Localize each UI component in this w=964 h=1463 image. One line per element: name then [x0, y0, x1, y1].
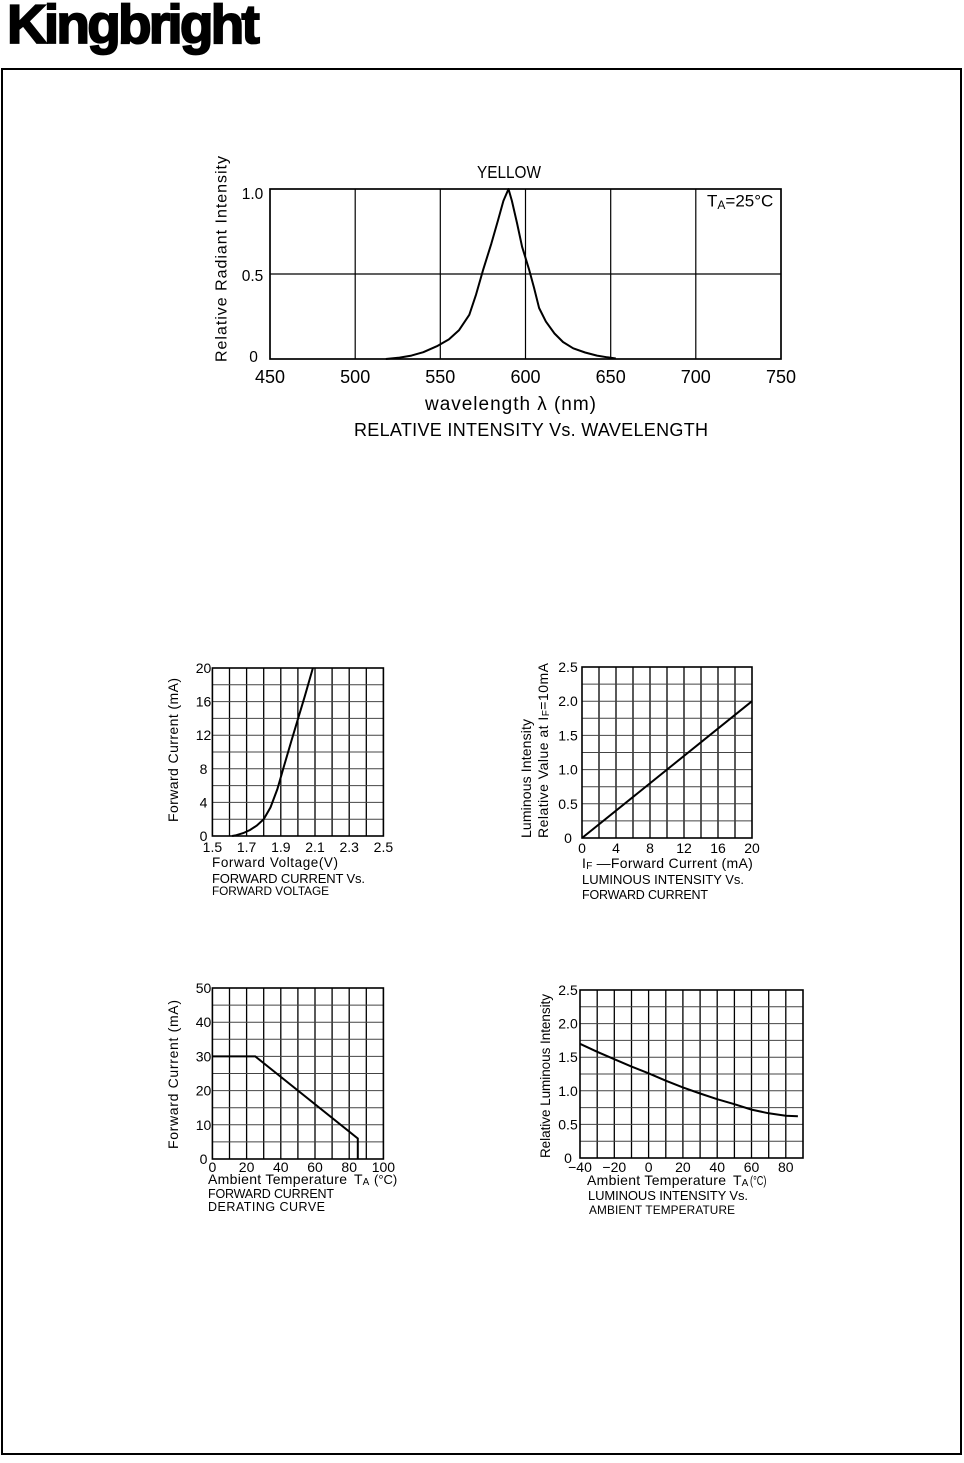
svg-text:700: 700: [681, 367, 711, 387]
svg-text:FORWARD CURRENT: FORWARD CURRENT: [208, 1187, 334, 1201]
svg-text:0.5: 0.5: [242, 268, 264, 285]
svg-text:750: 750: [766, 367, 796, 387]
svg-text:20: 20: [196, 660, 212, 676]
svg-text:0.5: 0.5: [558, 1116, 578, 1132]
svg-text:(°C): (°C): [750, 1174, 767, 1188]
svg-text:YELLOW: YELLOW: [477, 162, 541, 182]
svg-text:12: 12: [676, 840, 692, 856]
svg-text:0: 0: [209, 1159, 217, 1175]
svg-text:600: 600: [510, 367, 540, 387]
svg-text:500: 500: [340, 367, 370, 387]
svg-text:1.0: 1.0: [558, 1083, 578, 1099]
svg-text:16: 16: [196, 694, 212, 710]
svg-text:LUMINOUS INTENSITY Vs.: LUMINOUS INTENSITY Vs.: [582, 872, 744, 887]
svg-text:IF—Forward Current (mA): IF —Forward Current (mA): [582, 855, 753, 872]
svg-text:−20: −20: [602, 1159, 626, 1175]
svg-text:1.5: 1.5: [203, 839, 223, 855]
svg-text:40: 40: [273, 1159, 289, 1175]
svg-text:2.5: 2.5: [374, 839, 394, 855]
svg-text:20: 20: [744, 840, 760, 856]
svg-text:50: 50: [196, 980, 212, 996]
svg-text:80: 80: [341, 1159, 357, 1175]
svg-text:−40: −40: [568, 1159, 592, 1175]
svg-text:1.9: 1.9: [271, 839, 291, 855]
svg-text:Relative Radiant Intensity: Relative Radiant Intensity: [214, 156, 231, 362]
svg-text:100: 100: [372, 1159, 396, 1175]
svg-text:Ambient Temperature: Ambient Temperature: [587, 1172, 726, 1188]
svg-text:1.0: 1.0: [558, 762, 578, 778]
svg-text:0: 0: [564, 830, 572, 846]
svg-text:60: 60: [307, 1159, 323, 1175]
svg-text:RELATIVE INTENSITY Vs. WAVE: RELATIVE INTENSITY Vs. WAVELENGTH: [354, 420, 708, 440]
svg-text:AMBIENT TEMPERATURE: AMBIENT TEMPERATURE: [589, 1203, 735, 1217]
svg-text:DERATING CURVE: DERATING CURVE: [208, 1200, 325, 1214]
svg-text:FORWARD VOLTAGE: FORWARD VOLTAGE: [212, 884, 329, 898]
svg-text:Forward Voltage(V): Forward Voltage(V): [212, 855, 338, 870]
svg-text:TA=25°C: TA=25°C: [707, 192, 773, 213]
svg-text:Forward Current (mA): Forward Current (mA): [165, 678, 181, 822]
svg-text:60: 60: [744, 1159, 760, 1175]
svg-text:550: 550: [425, 367, 455, 387]
svg-text:450: 450: [255, 367, 285, 387]
svg-text:Kingbright: Kingbright: [7, 0, 259, 55]
svg-text:40: 40: [196, 1014, 212, 1030]
svg-text:4: 4: [612, 840, 620, 856]
svg-text:LUMINOUS INTENSITY Vs.: LUMINOUS INTENSITY Vs.: [588, 1188, 748, 1203]
svg-text:2.0: 2.0: [558, 1016, 578, 1032]
svg-text:20: 20: [675, 1159, 691, 1175]
svg-text:16: 16: [710, 840, 726, 856]
svg-text:0: 0: [200, 1151, 208, 1167]
svg-text:20: 20: [239, 1159, 255, 1175]
svg-text:2.5: 2.5: [558, 659, 578, 675]
svg-text:1.5: 1.5: [558, 727, 578, 743]
svg-text:8: 8: [646, 840, 654, 856]
svg-text:1.0: 1.0: [242, 186, 264, 203]
svg-text:FORWARD CURRENT Vs.: FORWARD CURRENT Vs.: [212, 871, 365, 886]
svg-text:8: 8: [200, 761, 208, 777]
svg-text:2.0: 2.0: [558, 693, 578, 709]
svg-text:0: 0: [564, 1150, 572, 1166]
svg-text:0: 0: [578, 840, 586, 856]
svg-text:20: 20: [196, 1083, 212, 1099]
svg-text:0: 0: [200, 828, 208, 844]
svg-text:1.7: 1.7: [237, 839, 257, 855]
svg-text:Forward Current (mA): Forward Current (mA): [165, 1000, 181, 1149]
svg-text:0: 0: [249, 349, 258, 366]
svg-text:2.3: 2.3: [339, 839, 359, 855]
svg-text:40: 40: [709, 1159, 725, 1175]
svg-text:80: 80: [778, 1159, 794, 1175]
svg-text:2.5: 2.5: [558, 982, 578, 998]
svg-text:4: 4: [200, 794, 208, 810]
svg-text:FORWARD CURRENT: FORWARD CURRENT: [582, 888, 708, 902]
svg-text:650: 650: [596, 367, 626, 387]
svg-text:2.1: 2.1: [305, 839, 325, 855]
svg-text:wavelength λ (nm): wavelength λ (nm): [424, 394, 596, 415]
svg-text:Ambient Temperature: Ambient Temperature: [208, 1171, 347, 1187]
svg-text:10: 10: [196, 1117, 212, 1133]
svg-text:30: 30: [196, 1048, 212, 1064]
svg-text:1.5: 1.5: [558, 1049, 578, 1065]
svg-text:12: 12: [196, 727, 212, 743]
svg-text:Relative Value at IF=10mA: Relative Value at IF=10mA: [535, 662, 552, 838]
svg-text:Relative Luminous Intensity: Relative Luminous Intensity: [538, 994, 553, 1158]
svg-text:0.5: 0.5: [558, 796, 578, 812]
svg-text:0: 0: [645, 1159, 653, 1175]
svg-text:Luminous Intensity: Luminous Intensity: [518, 719, 534, 838]
svg-text:(°C): (°C): [374, 1172, 397, 1187]
